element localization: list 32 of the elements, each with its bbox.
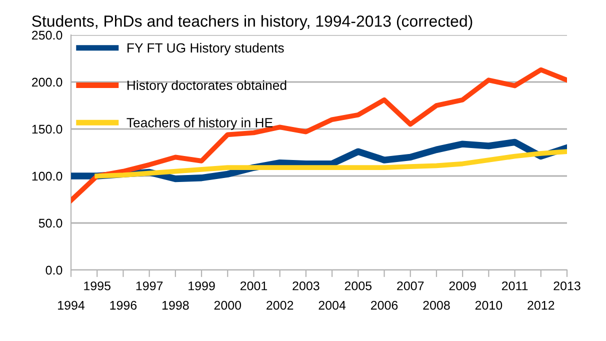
y-tick-label: 250.0 xyxy=(32,30,62,40)
y-tick-label: 200.0 xyxy=(32,78,62,87)
chart-title: Students, PhDs and teachers in history, 1994-2013 (corrected) xyxy=(32,15,472,30)
x-tick-label: 2012 xyxy=(528,300,554,310)
x-tick-label: 1998 xyxy=(162,300,189,310)
x-tick-label: 2004 xyxy=(318,300,346,310)
y-tick-label: 0.0 xyxy=(46,266,62,275)
x-tick-label: 1999 xyxy=(188,281,215,290)
x-tick-label: 1994 xyxy=(58,300,85,310)
line-series xyxy=(94,149,567,178)
line-series xyxy=(71,67,567,203)
x-tick-label: 2007 xyxy=(397,281,424,290)
y-tick-label: 100.0 xyxy=(32,172,62,181)
x-tick-label: 1997 xyxy=(136,281,163,290)
x-tick-label: 2009 xyxy=(449,281,476,290)
legend-label: History doctorates obtained xyxy=(128,80,286,93)
y-tick-label: 50.0 xyxy=(38,218,62,228)
x-tick-label: 2011 xyxy=(502,281,528,290)
x-tick-label: 2001 xyxy=(240,281,268,290)
x-tick-label: 2003 xyxy=(292,281,320,290)
x-tick-label: 2010 xyxy=(475,300,502,310)
y-tick-label: 150.0 xyxy=(32,124,62,134)
x-tick-label: 2005 xyxy=(344,281,372,290)
x-tick-label: 2000 xyxy=(214,300,242,310)
x-tick-label: 2002 xyxy=(266,300,294,310)
x-tick-label: 2008 xyxy=(423,300,450,310)
x-tick-label: 2013 xyxy=(554,281,580,290)
x-tick-label: 1996 xyxy=(110,300,137,310)
legend-label: FY FT UG History students xyxy=(128,42,284,56)
legend-label: Teachers of history in HE xyxy=(126,118,273,130)
x-tick-label: 2006 xyxy=(370,300,398,310)
x-tick-label: 1995 xyxy=(84,281,110,290)
